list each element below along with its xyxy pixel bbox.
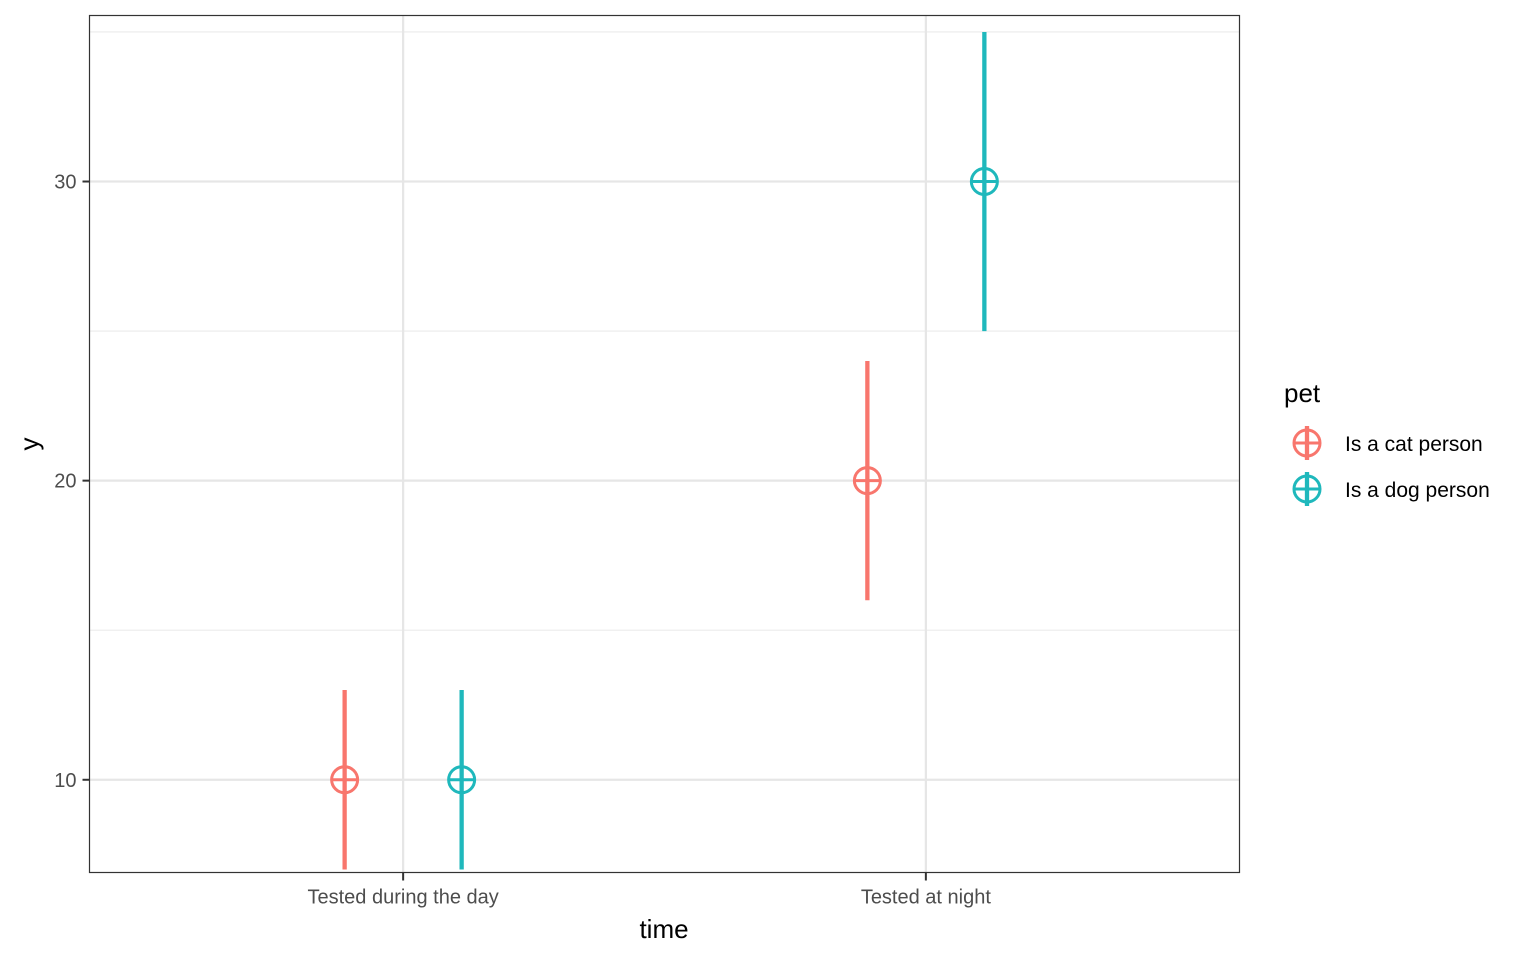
plot-panel-border (88, 14, 1241, 874)
x-axis: Tested during the day Tested at night (308, 872, 992, 909)
y-axis: 10 20 30 (54, 172, 90, 792)
plot-background (89, 15, 1240, 873)
x-tick-label: Tested during the day (308, 887, 499, 909)
data-marks (330, 31, 999, 870)
y-axis-title: y (14, 438, 44, 451)
y-tick-label: 10 (54, 770, 76, 792)
legend-label: Is a cat person (1345, 433, 1483, 456)
grid-minor (89, 31, 1240, 631)
y-tick-label: 20 (54, 471, 76, 493)
legend-label: Is a dog person (1345, 479, 1490, 502)
x-tick-label: Tested at night (861, 887, 992, 909)
legend-title: pet (1284, 378, 1321, 408)
y-tick-label: 30 (54, 172, 76, 194)
legend: pet Is a cat person Is a dog person (1284, 378, 1490, 506)
x-axis-title: time (639, 914, 688, 944)
grid-major (89, 15, 1240, 873)
